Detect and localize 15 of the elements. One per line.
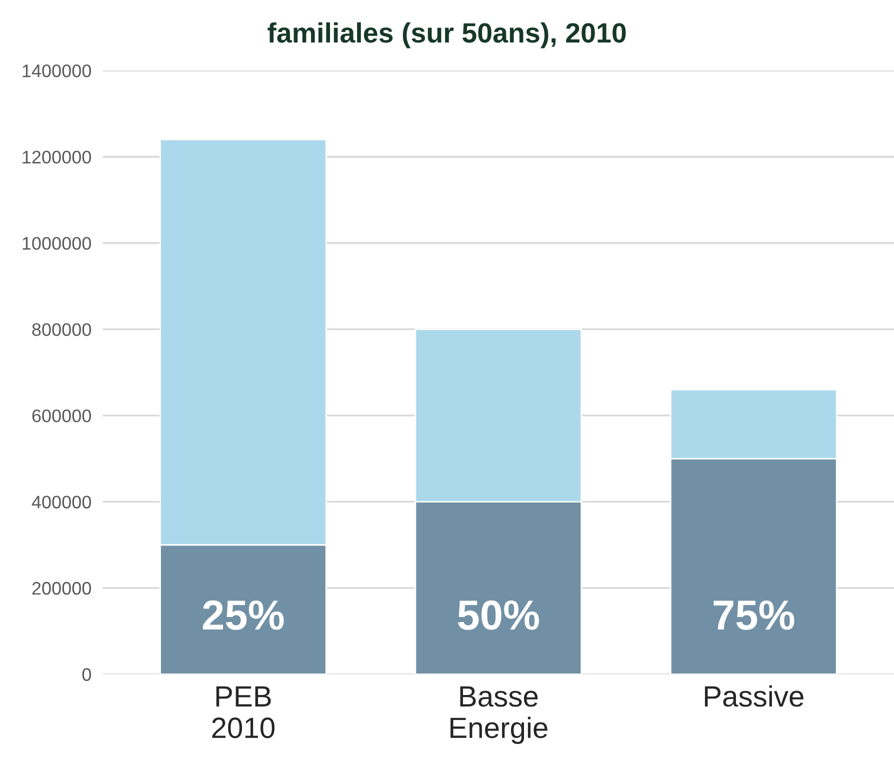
annotation: 75% bbox=[714, 600, 794, 630]
x-tick-label: Passive bbox=[704, 685, 804, 707]
y-tick-label: 1200000 bbox=[22, 150, 91, 164]
x-tick-label: PEB 2010 bbox=[212, 686, 274, 738]
y-tick-label: 400000 bbox=[32, 496, 91, 508]
y-tick-label: 800000 bbox=[32, 323, 91, 336]
chart-title: familiales (sur 50ans), 2010 bbox=[268, 22, 626, 48]
y-tick-label: 600000 bbox=[32, 409, 91, 422]
y-tick-label: 1000000 bbox=[22, 236, 91, 250]
annotation: 25% bbox=[202, 600, 284, 630]
y-tick-label: 0 bbox=[82, 668, 91, 681]
y-tick-label: 200000 bbox=[32, 582, 91, 595]
y-tick-label: 1400000 bbox=[22, 64, 91, 78]
x-tick-label: Basse Energie bbox=[450, 686, 548, 744]
annotation: 50% bbox=[458, 600, 540, 630]
